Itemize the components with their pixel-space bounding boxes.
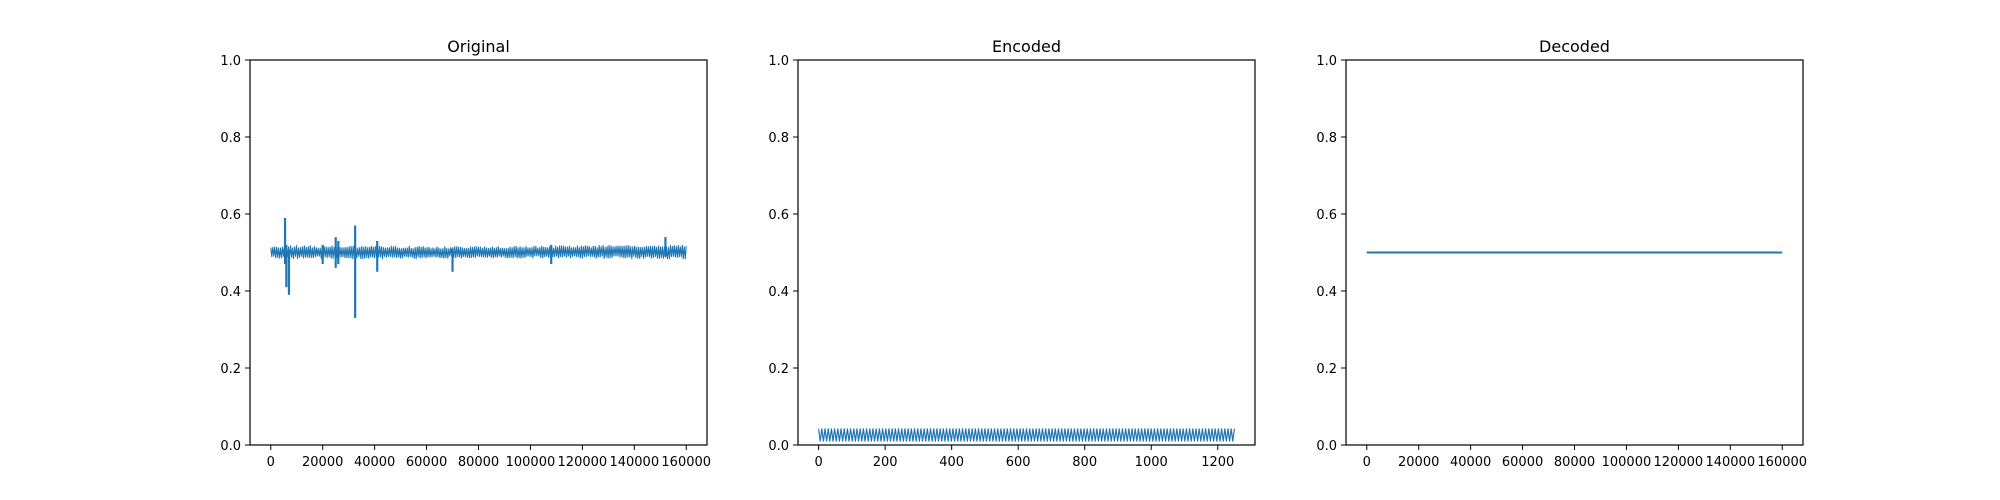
series-line bbox=[818, 428, 1235, 442]
y-tick-label: 0.2 bbox=[1316, 362, 1337, 377]
x-tick-label: 1200 bbox=[1201, 455, 1234, 470]
x-tick-label: 100000 bbox=[1602, 455, 1652, 470]
x-tick-label: 600 bbox=[1006, 455, 1031, 470]
x-tick-label: 0 bbox=[1363, 455, 1371, 470]
y-tick-label: 0.0 bbox=[220, 439, 241, 454]
x-tick-label: 120000 bbox=[558, 455, 608, 470]
x-tick-label: 20000 bbox=[302, 455, 343, 470]
x-tick-label: 140000 bbox=[1705, 455, 1755, 470]
x-tick-label: 1000 bbox=[1135, 455, 1168, 470]
y-tick-label: 0.8 bbox=[768, 131, 789, 146]
x-tick-label: 200 bbox=[873, 455, 898, 470]
chart-title: Decoded bbox=[1539, 37, 1610, 56]
x-tick-label: 100000 bbox=[506, 455, 556, 470]
y-tick-label: 1.0 bbox=[768, 54, 789, 69]
y-tick-label: 0.8 bbox=[220, 131, 241, 146]
x-tick-label: 40000 bbox=[1450, 455, 1491, 470]
x-tick-label: 0 bbox=[267, 455, 275, 470]
series-band bbox=[270, 244, 687, 260]
x-tick-label: 160000 bbox=[661, 455, 711, 470]
y-tick-label: 0.0 bbox=[1316, 439, 1337, 454]
x-tick-label: 20000 bbox=[1398, 455, 1439, 470]
subplot-3: 0 20000 40000 60000 80000 100000 120000 140000 1… bbox=[1316, 37, 1807, 470]
x-tick-label: 40000 bbox=[354, 455, 395, 470]
y-tick-label: 0.2 bbox=[768, 362, 789, 377]
x-axis: 0 200 400 600 800 1000 1200 bbox=[814, 445, 1234, 470]
x-tick-label: 800 bbox=[1072, 455, 1097, 470]
x-tick-label: 80000 bbox=[458, 455, 499, 470]
chart-title: Original bbox=[447, 37, 510, 56]
y-tick-label: 1.0 bbox=[1316, 54, 1337, 69]
y-tick-label: 0.6 bbox=[768, 208, 789, 223]
y-tick-label: 0.4 bbox=[1316, 285, 1337, 300]
y-axis: 0.0 0.2 0.4 0.6 0.8 1.0 bbox=[768, 54, 798, 454]
x-tick-label: 160000 bbox=[1757, 455, 1807, 470]
x-tick-label: 400 bbox=[939, 455, 964, 470]
series-band bbox=[818, 428, 1235, 442]
y-axis: 0.0 0.2 0.4 0.6 0.8 1.0 bbox=[1316, 54, 1346, 454]
y-tick-label: 0.4 bbox=[768, 285, 789, 300]
chart-title: Encoded bbox=[992, 37, 1061, 56]
y-tick-label: 0.6 bbox=[1316, 208, 1337, 223]
x-tick-label: 120000 bbox=[1654, 455, 1704, 470]
y-axis: 0.0 0.2 0.4 0.6 0.8 1.0 bbox=[220, 54, 250, 454]
y-tick-label: 0.6 bbox=[220, 208, 241, 223]
x-axis: 0 20000 40000 60000 80000 100000 120000 140000 1… bbox=[267, 445, 711, 470]
subplot-2: 0 200 400 600 800 1000 1200 0.0 0.2 0.4 0.6 0.8 1.0 E… bbox=[768, 37, 1256, 470]
x-axis: 0 20000 40000 60000 80000 100000 120000 140000 1… bbox=[1363, 445, 1807, 470]
subplot-1: 0 20000 40000 60000 80000 100000 120000 140000 1… bbox=[220, 37, 711, 470]
x-tick-label: 80000 bbox=[1554, 455, 1595, 470]
subplots: 0 20000 40000 60000 80000 100000 120000 140000 1… bbox=[220, 37, 1807, 470]
x-tick-label: 140000 bbox=[609, 455, 659, 470]
y-tick-label: 0.8 bbox=[1316, 131, 1337, 146]
x-tick-label: 0 bbox=[814, 455, 822, 470]
y-tick-label: 0.4 bbox=[220, 285, 241, 300]
x-tick-label: 60000 bbox=[406, 455, 447, 470]
y-tick-label: 0.0 bbox=[768, 439, 789, 454]
axes-frame bbox=[797, 59, 1256, 446]
series-line bbox=[270, 217, 687, 318]
y-tick-label: 1.0 bbox=[220, 54, 241, 69]
x-tick-label: 60000 bbox=[1502, 455, 1543, 470]
y-tick-label: 0.2 bbox=[220, 362, 241, 377]
